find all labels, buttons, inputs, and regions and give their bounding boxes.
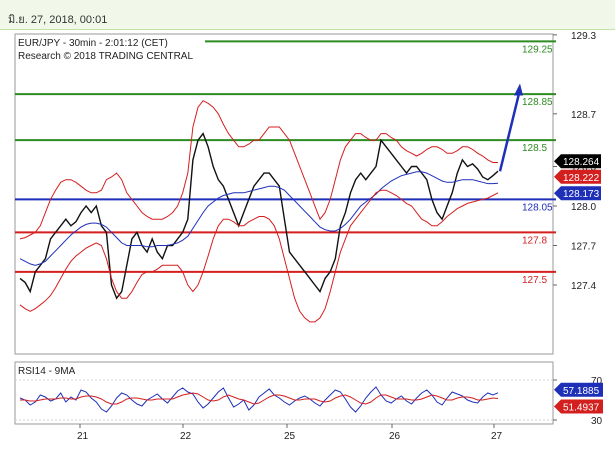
- price-tag-badge: [554, 169, 601, 184]
- y-tick-label: 128.7: [571, 110, 596, 121]
- bollinger-upper-line: [19, 100, 498, 240]
- forecast-arrow-line: [498, 93, 521, 172]
- rsi-tag-label: 57.1885: [563, 386, 600, 397]
- x-tick-label: 27: [491, 431, 503, 442]
- price-tag-badge: [554, 186, 601, 201]
- chart-subtitle: Research © 2018 TRADING CENTRAL: [18, 51, 193, 62]
- chart-title: EUR/JPY - 30min - 2:01:12 (CET): [18, 38, 168, 49]
- price-tag-label: 128.173: [563, 189, 600, 200]
- rsi-line: [19, 386, 499, 413]
- x-tick-label: 22: [180, 431, 192, 442]
- bollinger-lower-line: [19, 189, 499, 323]
- price-tag-badge: [554, 154, 601, 169]
- rsi-ma-line: [20, 392, 499, 405]
- rsi-panel-frame: [14, 361, 554, 425]
- rsi-tick-label: 70: [591, 376, 603, 387]
- moving-average-line: [19, 171, 499, 266]
- header-timestamp: มิ.ย. 27, 2018, 00:01: [8, 14, 108, 26]
- rsi-value-tag: [554, 382, 603, 397]
- level-label: 128.85: [522, 97, 553, 108]
- price-tag-label: 128.222: [563, 173, 600, 184]
- price-series-line: [19, 132, 499, 300]
- rsi-title: RSI14 - 9MA: [18, 366, 76, 377]
- level-label: 129.25: [522, 44, 553, 55]
- level-label: 128.5: [522, 143, 547, 154]
- rsi-tag-label: 51.4937: [563, 403, 600, 414]
- forecast-arrow-head: [514, 83, 523, 96]
- chart-area: 127.4127.7128.0128.3128.7129.32122252627…: [14, 31, 603, 442]
- y-tick-label: 127.4: [571, 281, 596, 292]
- y-tick-label: 128.0: [571, 202, 596, 213]
- x-tick-label: 21: [77, 431, 89, 442]
- x-tick-label: 26: [389, 431, 401, 442]
- y-tick-label: 129.3: [571, 31, 596, 42]
- level-label: 127.5: [522, 275, 547, 286]
- level-label: 127.8: [522, 235, 547, 246]
- y-tick-label: 127.7: [571, 242, 596, 253]
- level-label: 128.05: [522, 202, 553, 213]
- page-header: มิ.ย. 27, 2018, 00:01: [0, 0, 615, 30]
- main-panel-frame: [14, 33, 554, 355]
- rsi-tick-label: 30: [591, 416, 603, 427]
- rsi-value-tag: [554, 399, 603, 414]
- price-tag-label: 128.264: [563, 157, 600, 168]
- x-tick-label: 25: [284, 431, 296, 442]
